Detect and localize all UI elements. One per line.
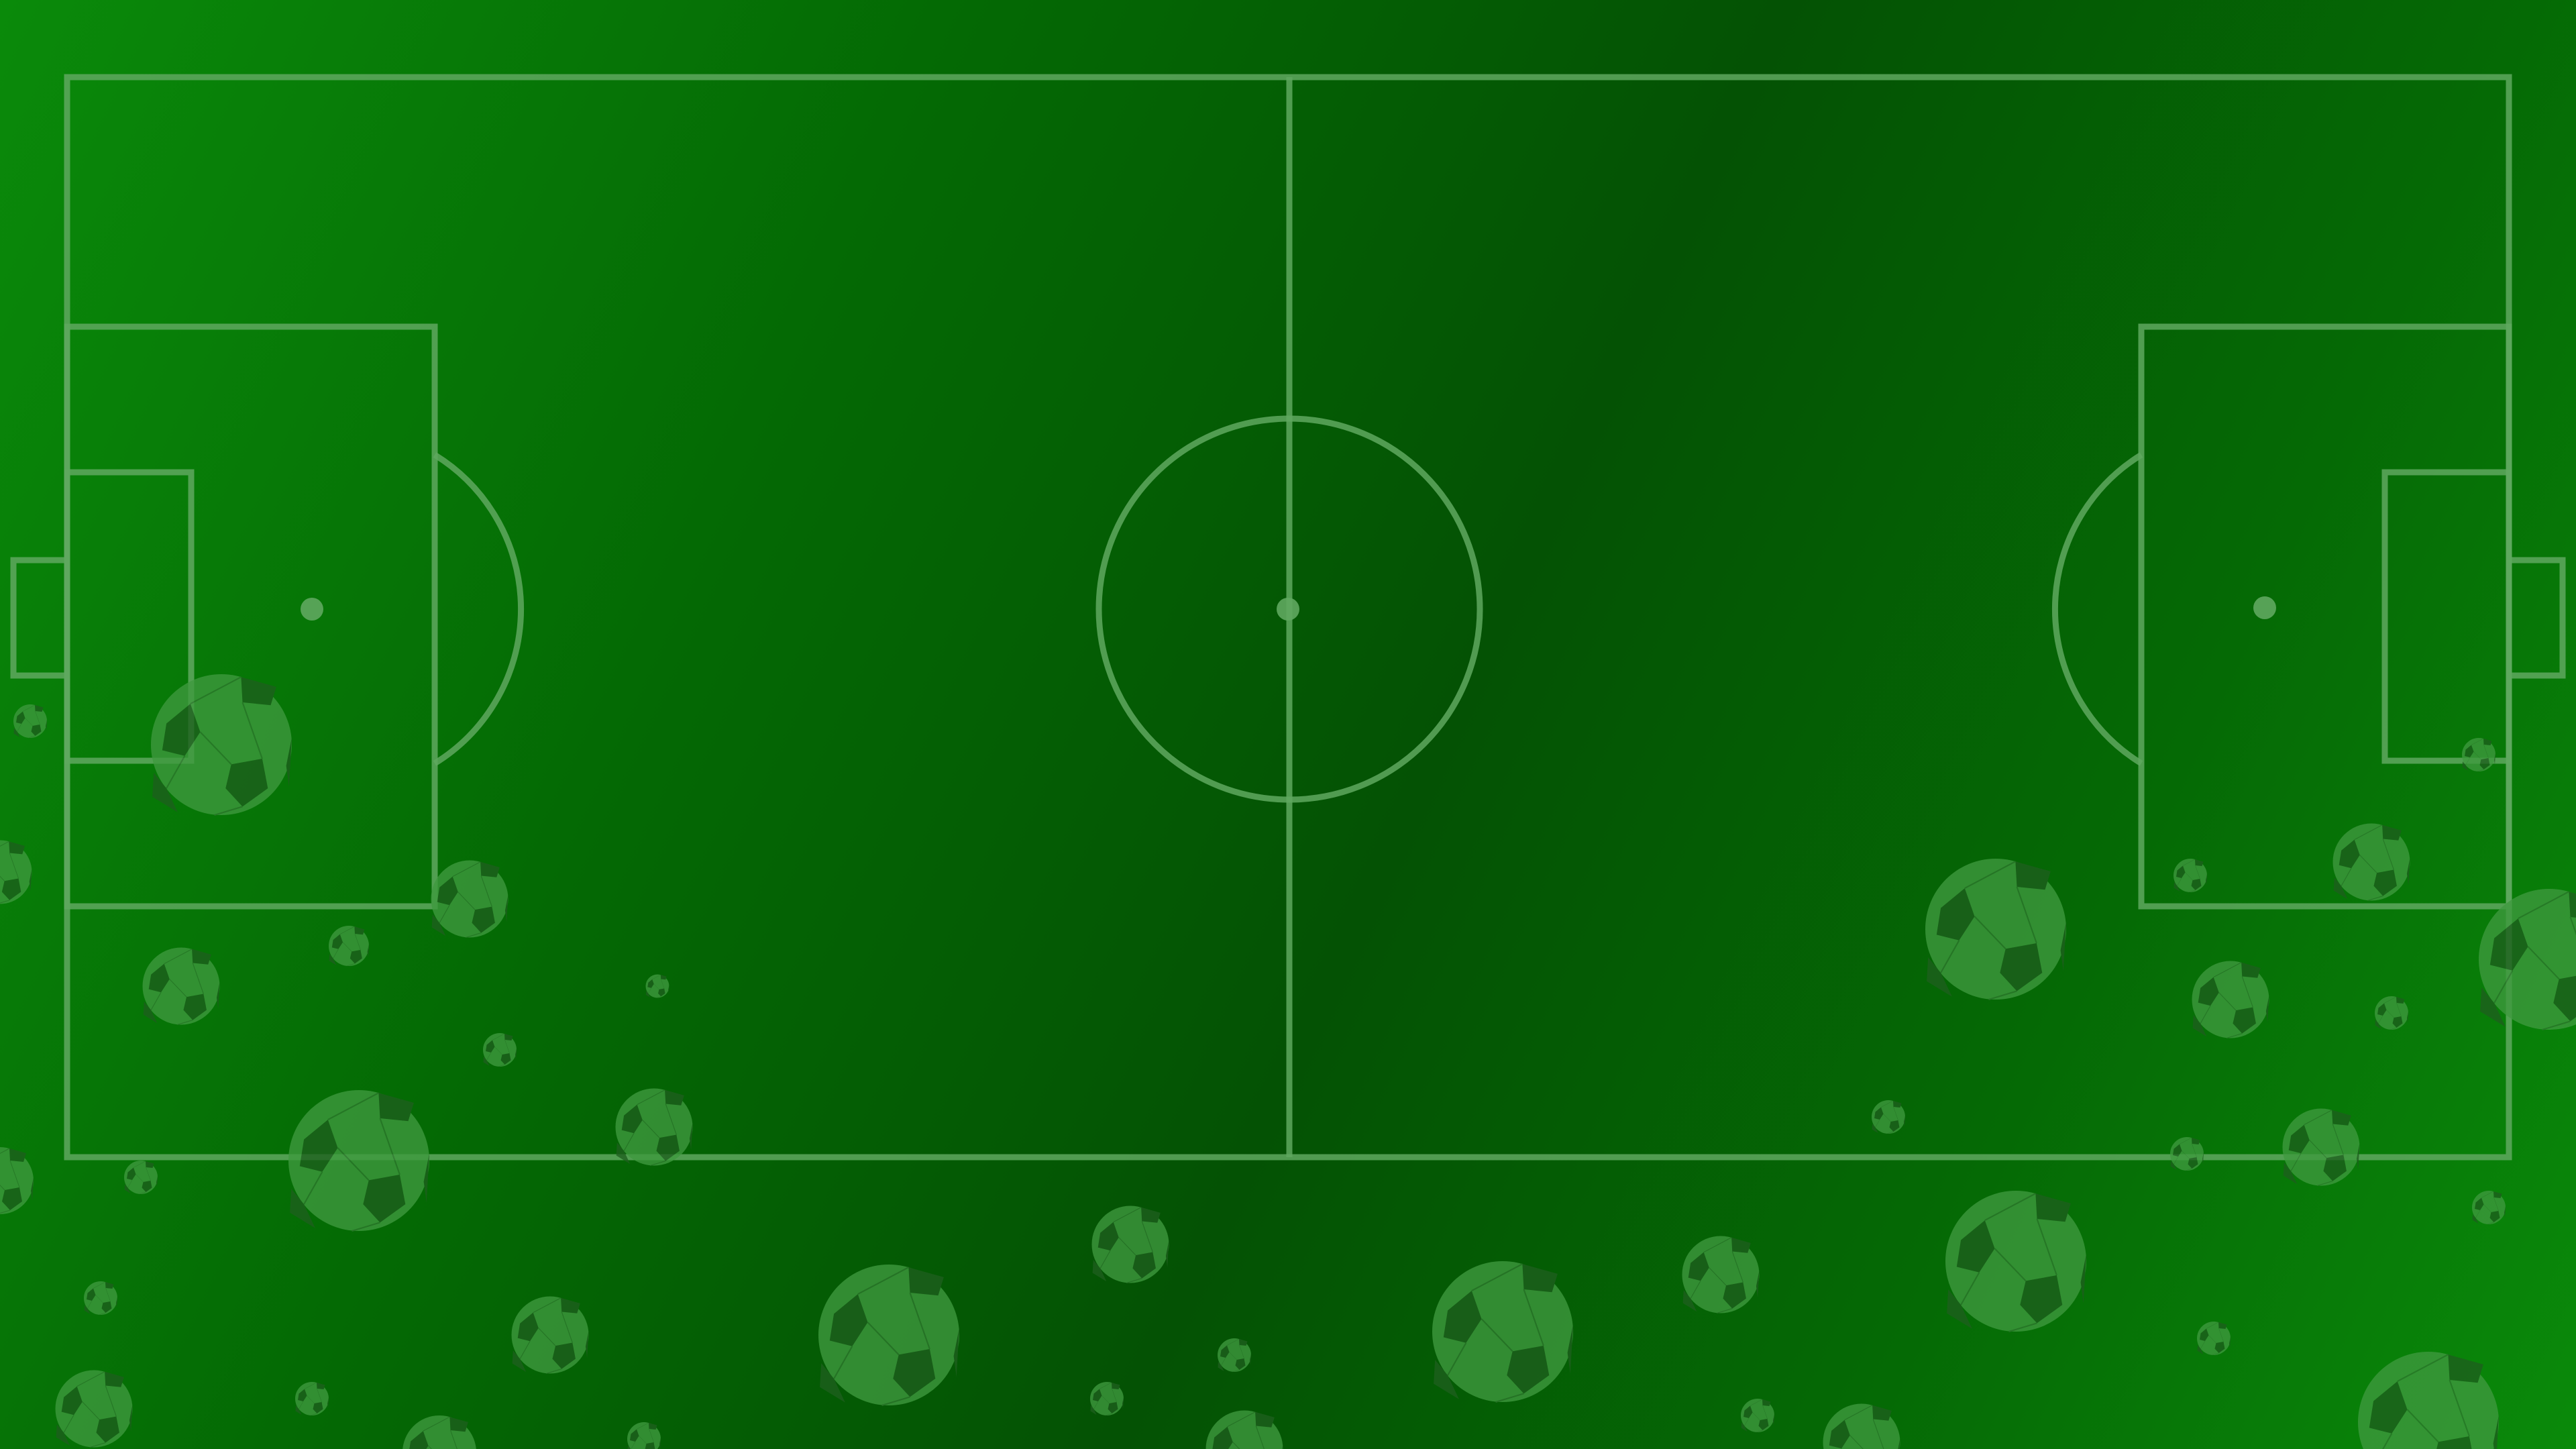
soccer-ball-icon (142, 947, 220, 1026)
right-goal (2506, 557, 2566, 679)
soccer-ball-icon (1090, 1382, 1124, 1416)
soccer-ball-icon (1945, 1191, 2086, 1333)
soccer-ball-icon (2174, 859, 2207, 893)
soccer-ball-icon (13, 704, 47, 739)
soccer-ball-icon (818, 1265, 959, 1407)
soccer-ball-icon (2479, 889, 2576, 1031)
right-penalty-arc (2052, 452, 2143, 766)
soccer-ball-icon (645, 974, 669, 998)
soccer-ball-icon (1205, 1410, 1283, 1449)
soccer-ball-icon (431, 860, 508, 938)
soccer-ball-icon (2192, 961, 2269, 1039)
soccer-ball-icon (288, 1090, 429, 1232)
soccer-ball-icon (84, 1281, 117, 1316)
soccer-ball-icon (2358, 1352, 2499, 1449)
soccer-ball-icon (2197, 1322, 2231, 1356)
soccer-ball-icon (2462, 738, 2496, 772)
soccer-ball-icon (151, 674, 292, 816)
soccer-ball-icon (1091, 1205, 1169, 1284)
soccer-ball-icon (295, 1382, 329, 1416)
soccer-ball-icon (615, 1088, 693, 1167)
soccer-ball-icon (1741, 1399, 1774, 1433)
soccer-ball-icon (0, 840, 32, 904)
center-spot (1277, 598, 1299, 621)
right-penalty-spot (2253, 596, 2276, 619)
soccer-ball-icon (1872, 1100, 1905, 1134)
field-lines (10, 74, 2566, 1161)
soccer-balls (0, 674, 2576, 1449)
soccer-ball-icon (1823, 1403, 1900, 1449)
left-penalty-area (64, 323, 438, 910)
center-circle (1095, 415, 1483, 803)
soccer-ball-icon (402, 1415, 477, 1449)
soccer-ball-icon (2282, 1108, 2360, 1187)
soccer-ball-icon (329, 926, 369, 967)
soccer-ball-icon (627, 1422, 661, 1449)
soccer-ball-icon (2375, 996, 2408, 1030)
left-penalty-spot (301, 598, 323, 621)
right-goal-area (2381, 469, 2512, 764)
soccer-ball-icon (2170, 1137, 2204, 1171)
left-goal (10, 557, 70, 679)
soccer-ball-icon (55, 1370, 133, 1448)
left-penalty-arc (433, 452, 524, 766)
soccer-ball-icon (511, 1296, 589, 1375)
soccer-ball-icon (124, 1161, 158, 1195)
soccer-ball-icon (2472, 1191, 2506, 1225)
soccer-ball-icon (0, 1147, 34, 1214)
soccer-ball-icon (1925, 859, 2066, 1001)
soccer-ball-icon (2332, 823, 2410, 902)
soccer-ball-icon (483, 1033, 517, 1067)
soccer-ball-icon (1432, 1261, 1573, 1403)
soccer-ball-icon (1682, 1236, 1760, 1314)
soccer-ball-icon (1218, 1338, 1251, 1373)
right-penalty-area (2138, 323, 2512, 910)
